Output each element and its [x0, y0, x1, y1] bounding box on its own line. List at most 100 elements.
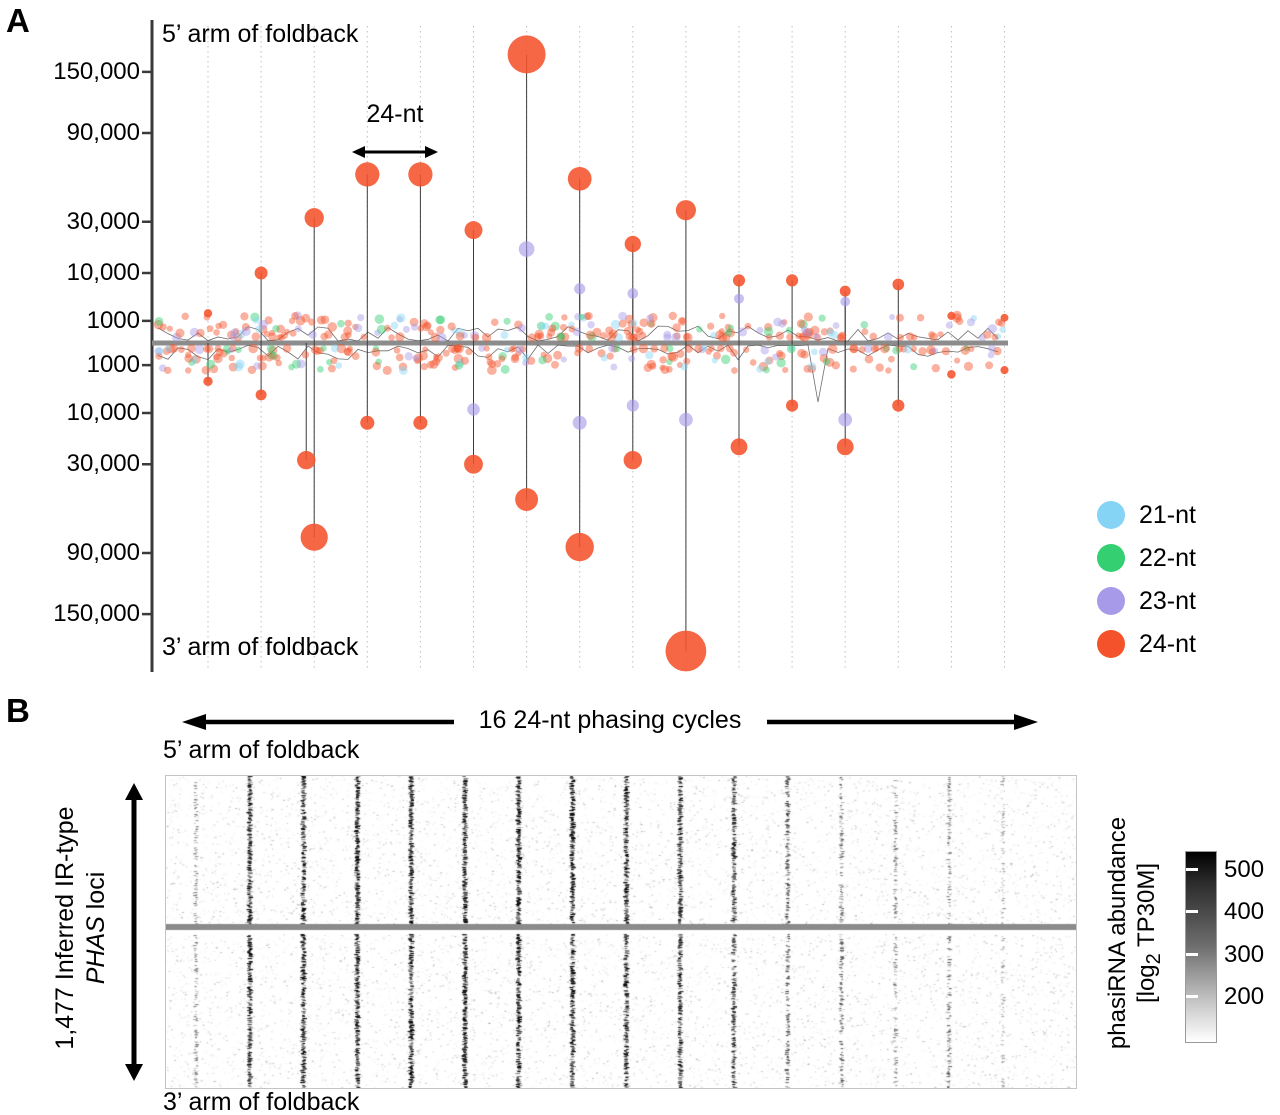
peak-dot: [892, 278, 905, 291]
noise-dot: [803, 312, 813, 322]
noise-dot: [587, 321, 595, 329]
noise-dot: [758, 361, 769, 372]
noise-dot: [522, 353, 531, 362]
noise-dot: [788, 345, 795, 352]
noise-dot: [437, 332, 447, 343]
noise-dot: [196, 328, 205, 338]
noise-dot: [610, 319, 621, 330]
noise-dot: [638, 343, 649, 354]
noise-dot: [455, 331, 465, 341]
noise-dot: [268, 345, 278, 355]
noise-dot: [625, 332, 634, 341]
noise-dot: [636, 327, 644, 336]
noise-dot: [517, 323, 526, 333]
noise-dot: [483, 345, 490, 352]
noise-dot: [900, 345, 908, 353]
noise-dot: [550, 321, 560, 331]
noise-dot: [585, 330, 596, 340]
noise-dot: [538, 356, 547, 365]
noise-dot: [660, 344, 669, 353]
noise-dot: [375, 358, 382, 366]
noise-dot: [226, 330, 236, 339]
noise-dot: [717, 332, 728, 342]
noise-dot: [229, 344, 237, 353]
noise-dot: [861, 328, 869, 336]
noise-dot: [511, 353, 519, 361]
noise-dot: [326, 359, 333, 366]
noise-dot: [650, 344, 659, 353]
noise-dot: [533, 332, 542, 341]
legend-label: 22-nt: [1139, 543, 1196, 572]
noise-dot: [744, 322, 752, 330]
noise-dot: [800, 350, 809, 359]
peak-dot: [1000, 313, 1009, 322]
noise-dot: [454, 344, 462, 353]
24nt-dot-icon: [1097, 630, 1125, 658]
noise-dot: [155, 352, 163, 360]
noise-dot: [613, 344, 621, 353]
noise-dot: [374, 329, 381, 336]
noise-dot: [429, 359, 439, 369]
noise-dot: [335, 362, 343, 369]
noise-dot: [858, 346, 866, 354]
peak-dot: [565, 532, 594, 562]
noise-dot: [737, 327, 748, 337]
noise-dot: [485, 353, 493, 361]
noise-dot: [219, 349, 228, 358]
noise-dot: [436, 325, 445, 335]
noise-dot: [316, 346, 324, 355]
noise-dot: [926, 345, 936, 355]
noise-dot: [324, 330, 333, 339]
noise-dot: [402, 325, 410, 333]
noise-dot: [600, 332, 608, 340]
noise-dot: [796, 319, 806, 328]
noise-dot: [762, 366, 770, 374]
noise-dot: [343, 347, 351, 356]
noise-dot: [673, 332, 681, 340]
noise-dot: [830, 330, 839, 339]
noise-dot: [798, 332, 807, 341]
peak-dot: [623, 450, 642, 470]
noise-dot: [371, 347, 381, 357]
noise-dot: [465, 348, 473, 356]
noise-dot: [259, 325, 268, 334]
noise-dot: [320, 345, 327, 352]
noise-dot: [411, 323, 419, 331]
noise-dot: [534, 329, 544, 339]
abundance-colorbar: [1185, 851, 1217, 1043]
noise-dot: [610, 345, 619, 353]
legend-item-21nt: 21-nt: [1097, 500, 1196, 530]
noise-dot: [344, 347, 353, 357]
noise-dot: [892, 346, 900, 355]
noise-dot: [308, 318, 316, 326]
peak-dot: [675, 200, 696, 221]
peak-dot: [355, 162, 380, 187]
noise-dot: [803, 328, 812, 337]
noise-dot: [233, 332, 243, 342]
noise-dot: [875, 363, 884, 372]
noise-dot: [561, 314, 568, 321]
noise-dot: [277, 333, 285, 341]
noise-dot: [668, 352, 679, 362]
noise-dot: [756, 326, 764, 334]
noise-dot: [553, 350, 563, 360]
noise-dot: [542, 353, 553, 364]
phasing-cycles-title: 16 24-nt phasing cycles: [478, 706, 742, 734]
noise-dot: [527, 333, 537, 342]
peak-dot: [203, 309, 213, 318]
y-axis-tick-label: 150,000: [53, 58, 140, 85]
loci-count-line1: 1,477 Inferred IR-type: [51, 806, 79, 1050]
noise-dot: [995, 318, 1003, 326]
noise-dot: [983, 330, 992, 339]
peak-dot: [627, 288, 639, 299]
noise-dot: [558, 332, 565, 340]
noise-dot: [963, 345, 970, 352]
noise-dot: [276, 324, 285, 334]
loci-count-line2: loci: [82, 871, 110, 917]
noise-dot: [301, 350, 310, 359]
peak-dot: [203, 376, 213, 387]
noise-dot: [610, 363, 618, 371]
noise-dot: [765, 333, 773, 341]
noise-dot: [266, 344, 276, 354]
